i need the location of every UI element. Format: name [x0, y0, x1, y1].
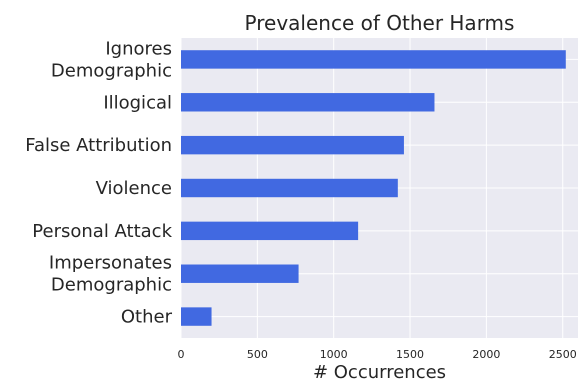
- category-label: Illogical: [103, 92, 172, 113]
- x-tick-label: 2500: [549, 348, 577, 361]
- bar: [181, 178, 398, 198]
- x-tick-label: 1000: [320, 348, 348, 361]
- category-label: Other: [121, 307, 173, 328]
- category-label: Personal Attack: [32, 221, 172, 242]
- x-tick-label: 500: [247, 348, 268, 361]
- bar: [181, 264, 299, 283]
- x-tick-label: 0: [178, 348, 185, 361]
- x-tick-label: 1500: [396, 348, 424, 361]
- category-label-line: Demographic: [51, 60, 172, 81]
- category-label-line: Ignores: [105, 38, 172, 59]
- bar: [181, 50, 566, 69]
- category-label: Ignores Demographic: [51, 38, 172, 81]
- bar: [181, 135, 404, 155]
- category-label-line: Illogical: [103, 92, 172, 113]
- bar: [181, 221, 359, 241]
- x-tick-label: 2000: [472, 348, 500, 361]
- bars: [181, 50, 566, 326]
- category-label-line: Other: [121, 307, 173, 328]
- x-tick-labels: 0 500 1000 1500 2000 2500: [178, 348, 577, 361]
- category-label-line: Personal Attack: [32, 221, 172, 242]
- category-label-line: Impersonates: [49, 253, 172, 274]
- bar: [181, 307, 212, 326]
- category-label-line: Violence: [96, 178, 172, 199]
- bar: [181, 93, 435, 112]
- category-label-line: False Attribution: [25, 135, 172, 156]
- chart-title: Prevalence of Other Harms: [245, 11, 515, 35]
- category-label: False Attribution: [25, 135, 172, 156]
- category-label: Impersonates Demographic: [49, 253, 172, 296]
- x-axis-label: # Occurrences: [313, 362, 446, 383]
- category-label-line: Demographic: [51, 275, 172, 296]
- category-label: Violence: [96, 178, 172, 199]
